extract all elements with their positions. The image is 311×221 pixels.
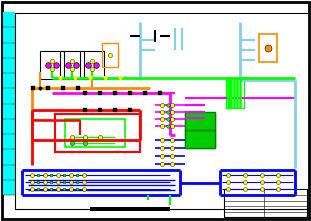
Bar (3, 12, 15, 195)
Bar (55, 114, 140, 152)
Bar (185, 113, 215, 148)
Bar (185, 130, 215, 148)
Bar (102, 43, 118, 67)
Bar (65, 119, 125, 147)
Bar (80, 51, 104, 79)
Bar (224, 189, 307, 217)
Bar (15, 13, 309, 209)
Bar (226, 78, 244, 108)
Bar (185, 112, 215, 130)
Bar (185, 130, 215, 148)
Bar (259, 34, 277, 62)
Bar (40, 51, 64, 79)
Bar (60, 51, 84, 79)
Bar (185, 112, 215, 130)
Bar (90, 207, 170, 211)
